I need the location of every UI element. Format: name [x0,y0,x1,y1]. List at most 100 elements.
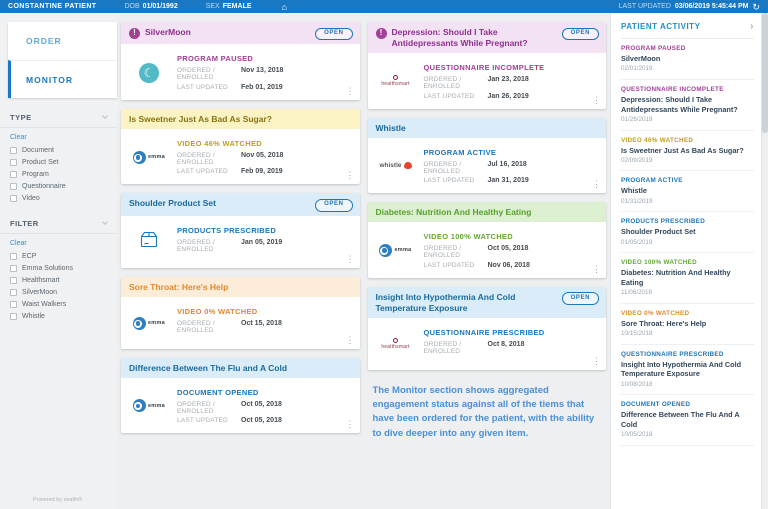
kebab-menu-icon[interactable]: ⋮ [345,85,355,96]
checkbox-label: ECP [22,252,37,260]
activity-status: PRODUCTS PRESCRIBED [621,218,706,226]
emma-logo-text: emma [394,247,412,254]
updated-date: Jan 26, 2019 [487,92,529,100]
refresh-icon[interactable]: ↻ [752,1,760,12]
activity-item[interactable]: DOCUMENT OPENED Difference Between The F… [621,395,754,446]
tab-order[interactable]: ORDER [26,36,62,46]
ordered-label: ORDERED / ENROLLED [177,400,215,415]
patient-activity-header[interactable]: PATIENT ACTIVITY › [621,21,754,39]
activity-title: Insight Into Hypothermia And Cold Temper… [621,359,742,379]
kebab-menu-icon[interactable]: ⋮ [345,419,355,430]
activity-item[interactable]: VIDEO 46% WATCHED Is Sweetner Just As Ba… [621,131,754,172]
dob-value: 01/01/1992 [142,3,178,10]
updated-date: Nov 06, 2018 [487,261,530,269]
card-body: PRODUCTS PRESCRIBED ORDERED / ENROLLED J… [121,216,360,268]
checkbox[interactable] [10,276,17,284]
card-header: Shoulder Product Set OPEN [121,193,360,216]
open-button[interactable]: OPEN [315,27,353,41]
view-tabs: ORDER MONITOR [8,22,117,98]
emma-logo: emma [132,150,165,164]
card-body: ☾ PROGRAM PAUSED ORDERED / ENROLLED Nov … [121,44,360,100]
checkbox[interactable] [10,182,17,190]
activity-item[interactable]: VIDEO 100% WATCHED Diabetes: Nutrition A… [621,253,754,304]
filter-option-row[interactable]: Video [0,192,117,204]
open-button[interactable]: OPEN [315,198,353,212]
ordered-label: ORDERED / ENROLLED [423,160,462,175]
filter-option-row[interactable]: Program [0,168,117,180]
kebab-menu-icon[interactable]: ⋮ [345,170,355,181]
filter-option-row[interactable]: Product Set [0,156,117,168]
ordered-row: ORDERED / ENROLLED Nov 13, 2018 [177,67,283,81]
home-icon[interactable]: ⌂ [281,1,287,12]
activity-item[interactable]: PROGRAM PAUSED SilverMoon 02/01/2019 [621,39,754,80]
filter-option-row[interactable]: ECP [0,250,117,262]
scrollbar-thumb[interactable] [762,13,768,133]
vendor-logo: emma [377,232,415,269]
ordered-label: ORDERED / ENROLLED [177,238,215,253]
checkbox[interactable] [10,264,17,272]
checkbox[interactable] [10,288,17,296]
checkbox[interactable] [10,300,17,308]
filter-option-row[interactable]: SilverMoon [0,286,117,298]
activity-item[interactable]: QUESTIONNAIRE INCOMPLETE Depression: Sho… [621,80,754,131]
activity-item[interactable]: VIDEO 0% WATCHED Sore Throat: Here's Hel… [621,304,754,345]
activity-item[interactable]: QUESTIONNAIRE PRESCRIBED Insight Into Hy… [621,345,754,396]
checkbox[interactable] [10,252,17,260]
checkbox[interactable] [10,312,17,320]
ordered-row: ORDERED / ENROLLED Jul 16, 2018 [424,161,529,175]
filter-option-row[interactable]: Document [0,144,117,156]
filter-option-row[interactable]: Questionnaire [0,180,117,192]
updated-date: Feb 09, 2019 [241,168,283,176]
checkbox[interactable] [10,194,17,202]
kebab-menu-icon[interactable]: ⋮ [592,355,601,366]
ordered-date: Oct 05, 2018 [241,400,282,408]
card-body: whistle PROGRAM ACTIVE ORDERED / ENROLLE… [368,138,607,194]
kebab-menu-icon[interactable]: ⋮ [592,179,601,190]
filter-option-row[interactable]: Healthsmart [0,274,117,286]
activity-item[interactable]: PRODUCTS PRESCRIBED Shoulder Product Set… [621,212,754,254]
activity-date: 11/06/2018 [621,289,653,297]
sex-value: FEMALE [222,3,252,10]
kebab-menu-icon[interactable]: ⋮ [592,94,601,105]
card-title: Whistle [375,122,406,133]
filter-option-row[interactable]: Whistle [0,310,117,322]
activity-date: 02/01/2019 [621,65,653,73]
checkbox[interactable] [10,146,17,154]
alert-icon: ! [375,27,387,39]
open-button[interactable]: OPEN [561,292,599,305]
ordered-row: ORDERED / ENROLLED Jan 23, 2018 [424,76,545,90]
card-title: Depression: Should I Take Antidepressant… [391,27,528,49]
open-button[interactable]: OPEN [561,27,599,41]
checkbox[interactable] [10,170,17,178]
ordered-row: ORDERED / ENROLLED Oct 8, 2018 [424,341,545,355]
filter-option-row[interactable]: Waist Walkers [0,298,117,310]
kebab-menu-icon[interactable]: ⋮ [345,253,355,264]
chevron-down-icon [102,113,108,119]
healthsmart-logo: healthsmart [381,75,409,87]
type-clear-link[interactable]: Clear [10,134,27,141]
filter-clear-link[interactable]: Clear [10,240,27,247]
checkbox[interactable] [10,158,17,166]
checkbox-label: Program [22,170,49,178]
type-section-header[interactable]: TYPE [0,113,117,128]
card-title: Is Sweetner Just As Bad As Sugar? [129,113,272,124]
last-updated-value: 03/06/2019 5:45:44 PM [674,3,749,10]
kebab-menu-icon[interactable]: ⋮ [592,263,601,274]
filter-section-header[interactable]: FILTER [0,219,117,234]
filter-option-row[interactable]: Emma Solutions [0,262,117,274]
activity-date: 10/08/2018 [621,380,653,388]
vendor-logo: healthsmart [377,328,415,361]
tab-monitor[interactable]: MONITOR [8,60,117,98]
activity-title: SilverMoon [621,54,661,63]
updated-date: Feb 01, 2019 [241,83,283,91]
card-body: emma DOCUMENT OPENED ORDERED / ENROLLED … [121,378,360,434]
ordered-label: ORDERED / ENROLLED [177,151,215,166]
healthsmart-logo-text: healthsmart [381,81,410,88]
kebab-menu-icon[interactable]: ⋮ [345,334,355,345]
card-meta: PRODUCTS PRESCRIBED ORDERED / ENROLLED J… [177,226,282,259]
card-meta: VIDEO 0% WATCHED ORDERED / ENROLLED Oct … [177,307,282,340]
ordered-label: ORDERED / ENROLLED [423,76,462,91]
card-header: Difference Between The Flu and A Cold [121,357,360,378]
ordered-date: Oct 05, 2018 [487,245,529,253]
activity-item[interactable]: PROGRAM ACTIVE Whistle 01/31/2019 [621,171,754,213]
